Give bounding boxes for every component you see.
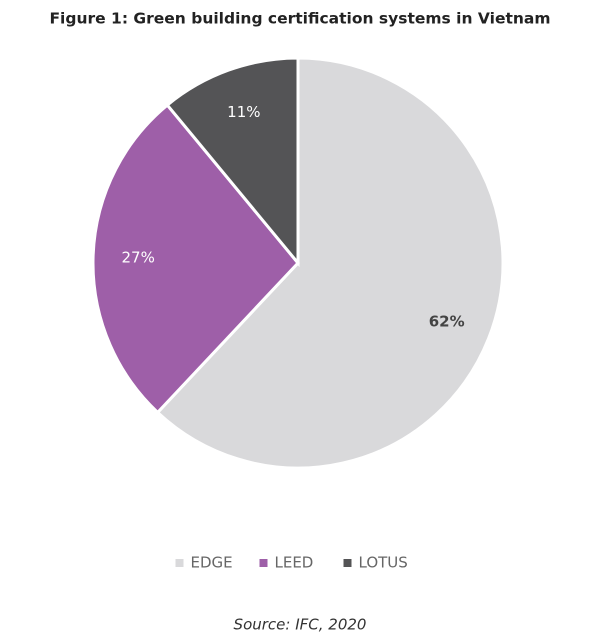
data-label: 11% (227, 103, 260, 121)
legend-label: LEED (275, 554, 314, 572)
legend-swatch (175, 559, 184, 567)
legend-swatch (259, 559, 268, 567)
legend-label: LOTUS (359, 554, 408, 572)
pie-slice (155, 56, 505, 470)
source-note: Source: IFC, 2020 (234, 616, 367, 634)
pie-slice (165, 56, 300, 268)
data-label: 27% (122, 248, 155, 266)
chart-title: Figure 1: Green building certification s… (49, 10, 550, 28)
pie-slice (91, 102, 300, 415)
data-label: 62% (429, 312, 465, 330)
legend-swatch (343, 559, 352, 567)
legend-label: EDGE (191, 554, 233, 572)
